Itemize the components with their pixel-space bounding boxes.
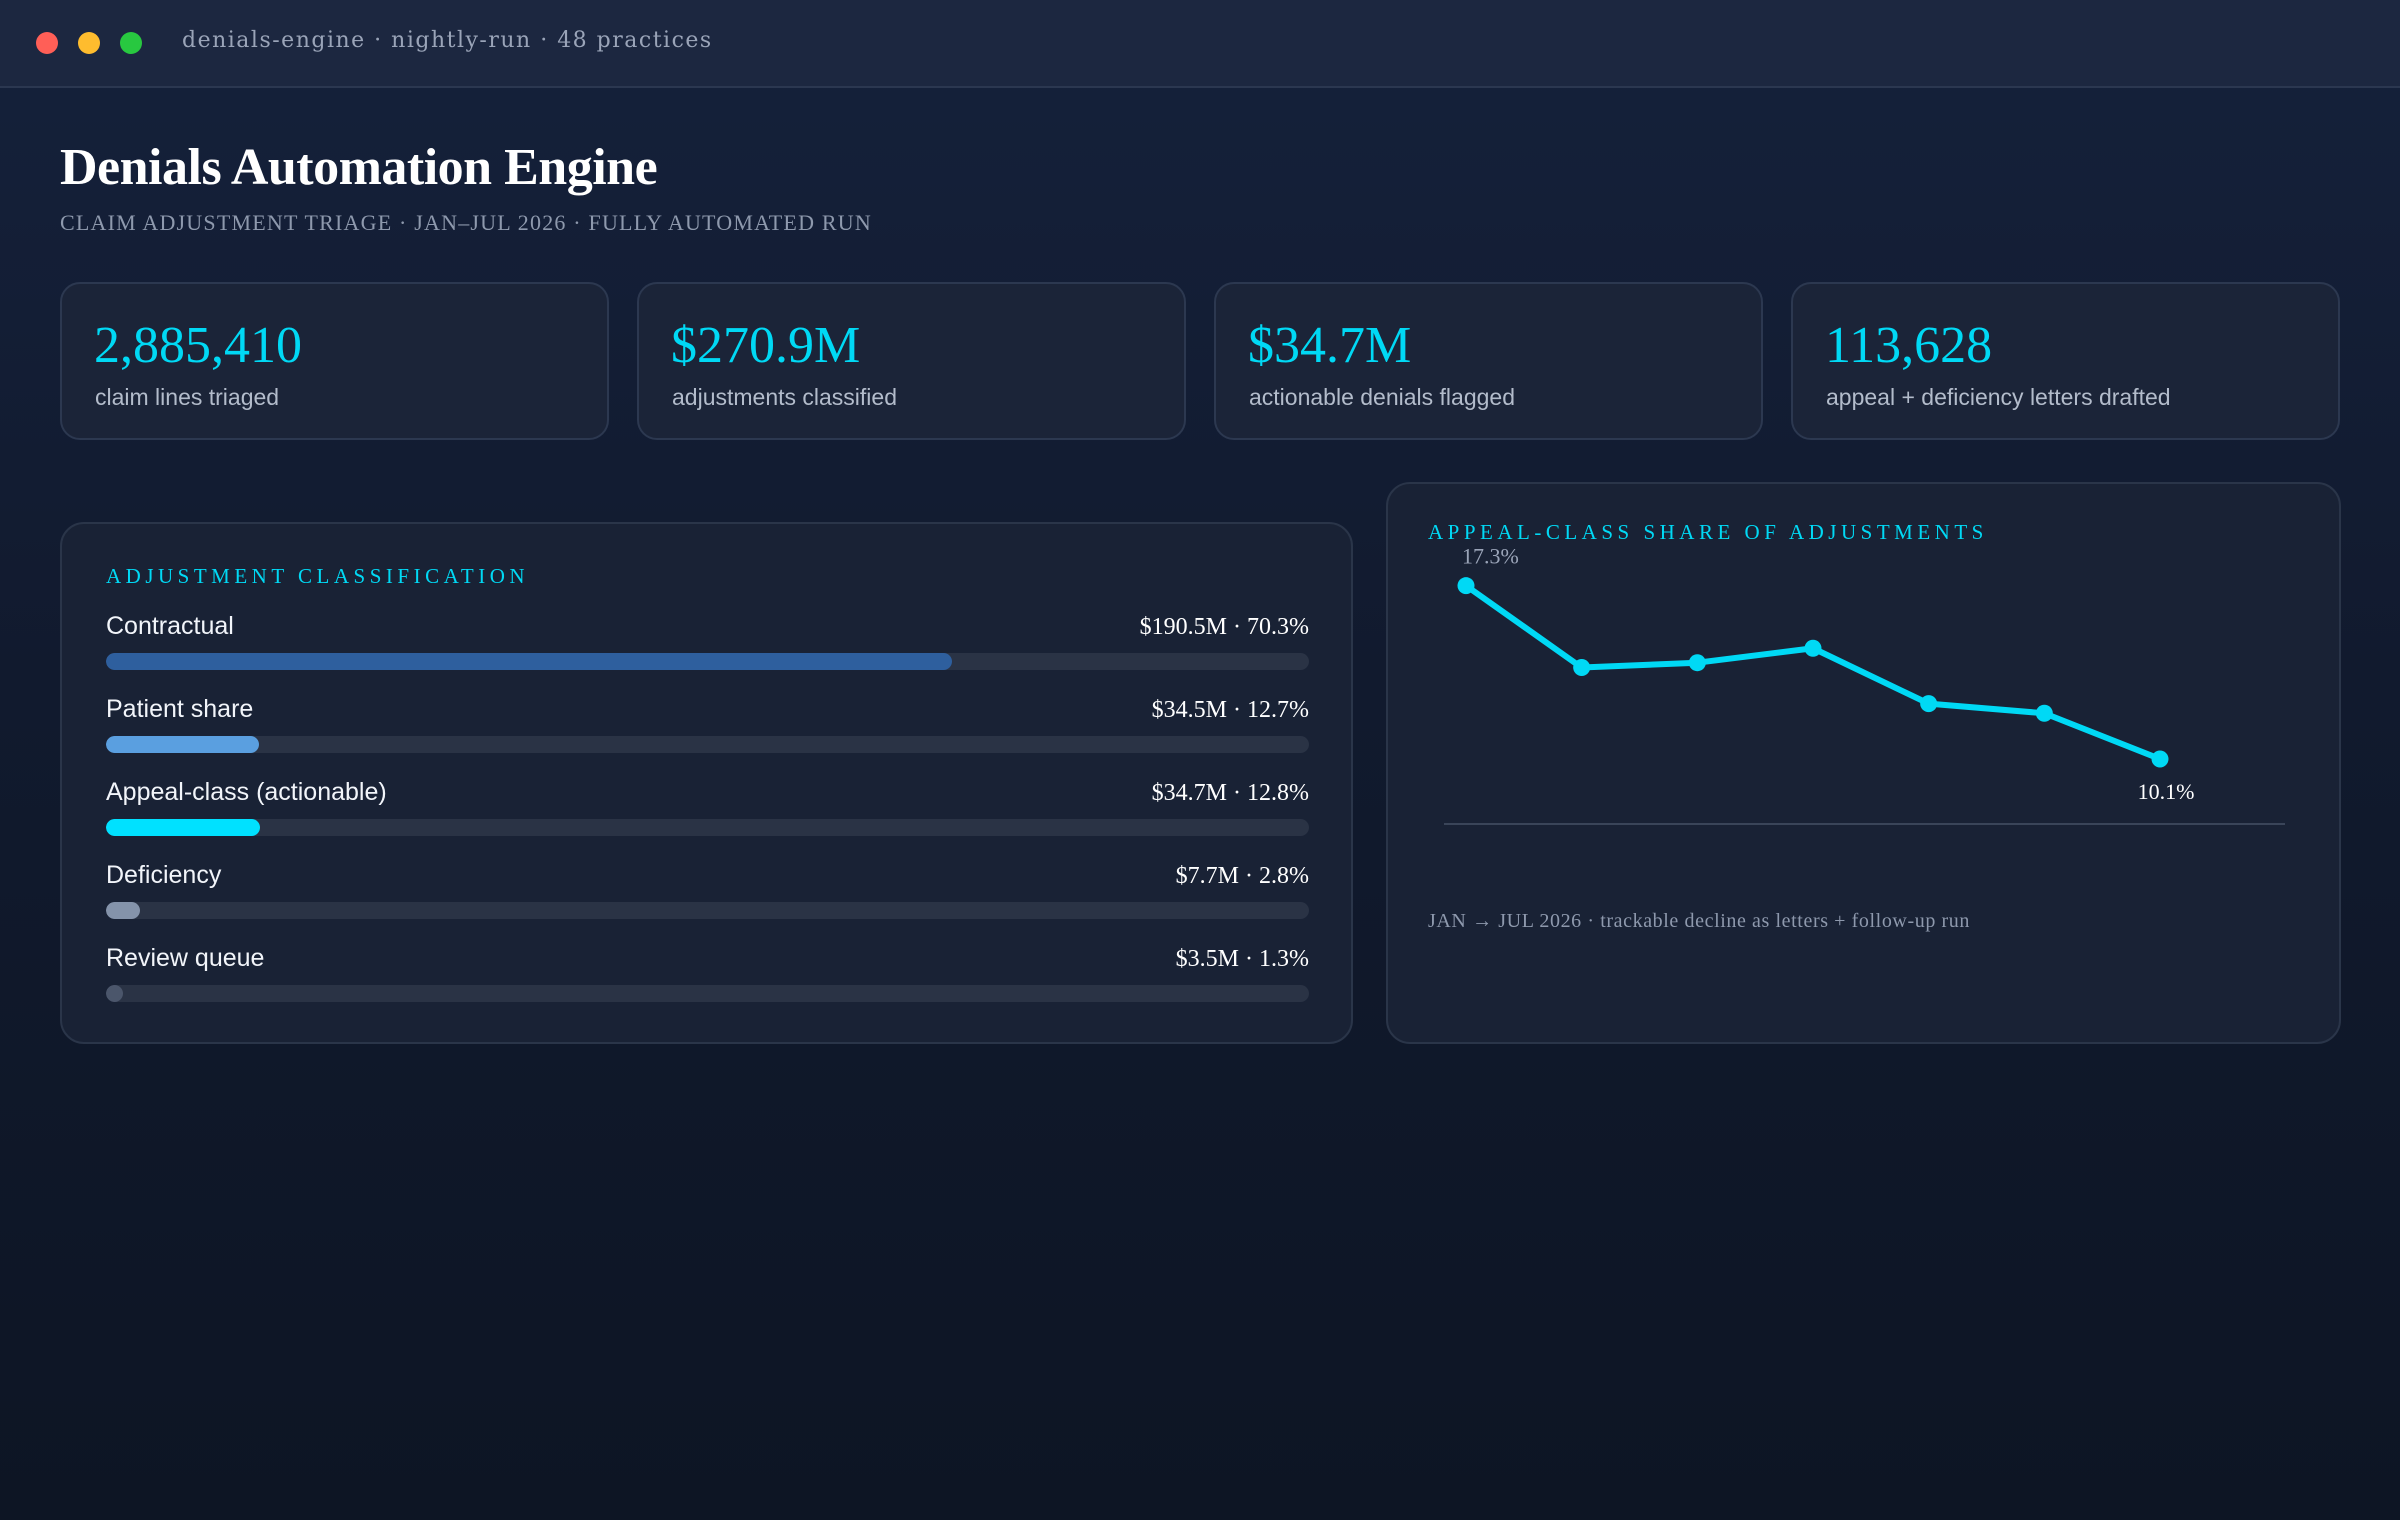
bar-fill [106, 653, 952, 670]
kpi-label: adjustments classified [672, 384, 897, 410]
kpi-card-adjustments: $270.9M adjustments classified [637, 282, 1186, 440]
bar-label: Appeal-class (actionable) [106, 778, 387, 806]
data-point-jul [2151, 750, 2169, 768]
classification-row-contractual: Contractual $190.5M · 70.3% [106, 612, 1309, 682]
kpi-value: $270.9M [671, 317, 861, 374]
bar-fill [106, 736, 259, 753]
kpi-label: appeal + deficiency letters drafted [1826, 384, 2171, 410]
chart-caption: JAN → JUL 2026 · trackable decline as le… [1428, 910, 1970, 932]
bar-track [106, 902, 1309, 919]
data-point-apr [1804, 639, 1822, 657]
data-point-may [1920, 695, 1938, 713]
title-bar: denials-engine · nightly-run · 48 practi… [0, 0, 2400, 88]
series-line [1463, 582, 2163, 762]
kpi-label: actionable denials flagged [1249, 384, 1515, 410]
bar-track [106, 985, 1309, 1002]
page-subtitle: CLAIM ADJUSTMENT TRIAGE · JAN–JUL 2026 ·… [60, 210, 872, 235]
bar-label: Review queue [106, 944, 265, 972]
data-point-mar [1688, 654, 1706, 672]
bar-value: $190.5M · 70.3% [1139, 614, 1309, 640]
first-value-label: 17.3% [1462, 544, 1519, 569]
kpi-card-claim-lines: 2,885,410 claim lines triaged [60, 282, 609, 440]
kpi-value: 113,628 [1825, 317, 1993, 374]
kpi-card-actionable-denials: $34.7M actionable denials flagged [1214, 282, 1763, 440]
bar-track [106, 736, 1309, 753]
bar-fill [106, 985, 123, 1002]
bar-label: Patient share [106, 695, 254, 723]
classification-row-patient-share: Patient share $34.5M · 12.7% [106, 695, 1309, 765]
kpi-label: claim lines triaged [95, 384, 280, 410]
classification-row-appeal-class: Appeal-class (actionable) $34.7M · 12.8% [106, 778, 1309, 848]
data-point-feb [1573, 659, 1591, 677]
panel-heading: APPEAL-CLASS SHARE OF ADJUSTMENTS [1428, 520, 1988, 544]
panel-heading: ADJUSTMENT CLASSIFICATION [106, 564, 530, 588]
bar-label: Contractual [106, 612, 234, 640]
data-point-jan [1457, 577, 1475, 595]
kpi-card-letters-drafted: 113,628 appeal + deficiency letters draf… [1791, 282, 2340, 440]
window-title: denials-engine · nightly-run · 48 practi… [182, 28, 713, 53]
bar-track [106, 819, 1309, 836]
kpi-value: 2,885,410 [94, 317, 302, 374]
appeal-share-line-chart: 17.3% 10.1% [1444, 544, 2285, 825]
bar-fill [106, 819, 260, 836]
bar-value: $3.5M · 1.3% [1175, 946, 1309, 972]
bar-fill [106, 902, 140, 919]
classification-row-review-queue: Review queue $3.5M · 1.3% [106, 944, 1309, 1014]
bar-value: $34.5M · 12.7% [1151, 697, 1309, 723]
bar-label: Deficiency [106, 861, 222, 889]
close-window-button[interactable] [36, 32, 58, 54]
bar-value: $7.7M · 2.8% [1175, 863, 1309, 889]
bar-value: $34.7M · 12.8% [1151, 780, 1309, 806]
adjustment-classification-panel: ADJUSTMENT CLASSIFICATION Contractual $1… [60, 522, 1353, 1044]
page-title: Denials Automation Engine [60, 139, 658, 196]
last-value-label: 10.1% [2138, 779, 2195, 804]
bar-track [106, 653, 1309, 670]
minimize-window-button[interactable] [78, 32, 100, 54]
maximize-window-button[interactable] [120, 32, 142, 54]
kpi-value: $34.7M [1248, 317, 1412, 374]
data-point-jun [2035, 704, 2053, 722]
appeal-share-panel: APPEAL-CLASS SHARE OF ADJUSTMENTS 17.3% 1… [1386, 482, 2341, 1044]
classification-row-deficiency: Deficiency $7.7M · 2.8% [106, 861, 1309, 931]
